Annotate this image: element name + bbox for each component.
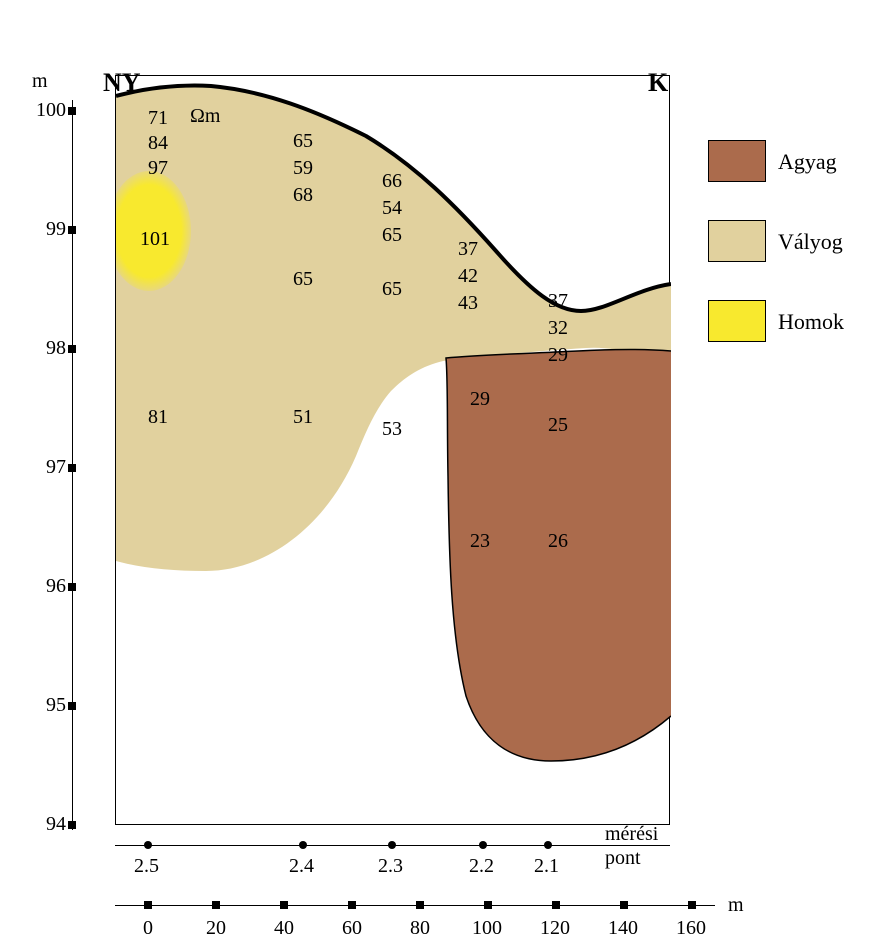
x-tick [416,901,424,909]
y-tick-label: 98 [26,337,66,360]
agyag-region [446,349,671,761]
x-tick-label: 0 [143,917,153,940]
y-axis-unit: m [32,70,48,93]
omega-unit: Ωm [190,105,220,128]
resistivity-value: 51 [293,406,313,429]
resistivity-value: 29 [470,388,490,411]
mp-dot [388,841,396,849]
resistivity-value: 65 [382,224,402,247]
legend-label: Agyag [778,149,837,175]
y-tick [68,821,76,829]
x-tick [620,901,628,909]
x-tick [212,901,220,909]
mp-label: 2.2 [469,855,494,878]
direction-east: K [648,68,668,98]
resistivity-value: 53 [382,418,402,441]
y-tick-label: 100 [26,99,66,122]
x-tick [484,901,492,909]
y-tick [68,107,76,115]
mp-label: 2.1 [534,855,559,878]
x-tick-label: 100 [472,917,502,940]
resistivity-value: 97 [148,157,168,180]
direction-west: NY [103,68,141,98]
mp-dot [299,841,307,849]
mp-label-2: pont [605,847,641,870]
legend-label: Homok [778,309,844,335]
x-tick-label: 120 [540,917,570,940]
cross-section-figure: m NY K Ωm 100 [0,0,878,948]
x-tick-label: 160 [676,917,706,940]
y-tick-label: 94 [26,813,66,836]
mp-dot [544,841,552,849]
resistivity-value: 32 [548,317,568,340]
legend-swatch [708,220,766,262]
x-tick-label: 60 [342,917,362,940]
x-tick [144,901,152,909]
resistivity-value: 65 [293,268,313,291]
resistivity-value: 65 [382,278,402,301]
x-tick [280,901,288,909]
x-tick [552,901,560,909]
resistivity-value: 71 [148,107,168,130]
mp-dot [144,841,152,849]
resistivity-value: 59 [293,157,313,180]
resistivity-value: 101 [140,228,170,251]
y-tick [68,464,76,472]
resistivity-value: 23 [470,530,490,553]
resistivity-value: 68 [293,184,313,207]
x-axis-unit: m [728,894,744,917]
resistivity-value: 81 [148,406,168,429]
resistivity-value: 29 [548,344,568,367]
mp-label: 2.4 [289,855,314,878]
resistivity-value: 66 [382,170,402,193]
resistivity-value: 65 [293,130,313,153]
resistivity-value: 84 [148,132,168,155]
y-tick [68,702,76,710]
y-tick [68,345,76,353]
mp-label: 2.3 [378,855,403,878]
resistivity-value: 26 [548,530,568,553]
resistivity-value: 37 [458,238,478,261]
x-tick-label: 140 [608,917,638,940]
x-tick-label: 40 [274,917,294,940]
x-tick-label: 20 [206,917,226,940]
resistivity-value: 54 [382,197,402,220]
mp-dot [479,841,487,849]
y-tick-label: 97 [26,456,66,479]
mp-label-1: mérési [605,823,658,846]
x-tick [348,901,356,909]
y-tick-label: 96 [26,575,66,598]
resistivity-value: 25 [548,414,568,437]
y-tick [68,583,76,591]
resistivity-value: 42 [458,265,478,288]
y-tick-label: 99 [26,218,66,241]
x-tick-label: 80 [410,917,430,940]
resistivity-value: 37 [548,290,568,313]
y-tick [68,226,76,234]
mp-label: 2.5 [134,855,159,878]
x-tick [688,901,696,909]
y-tick-label: 95 [26,694,66,717]
legend-label: Vályog [778,229,843,255]
legend-swatch [708,140,766,182]
legend-swatch [708,300,766,342]
resistivity-value: 43 [458,292,478,315]
